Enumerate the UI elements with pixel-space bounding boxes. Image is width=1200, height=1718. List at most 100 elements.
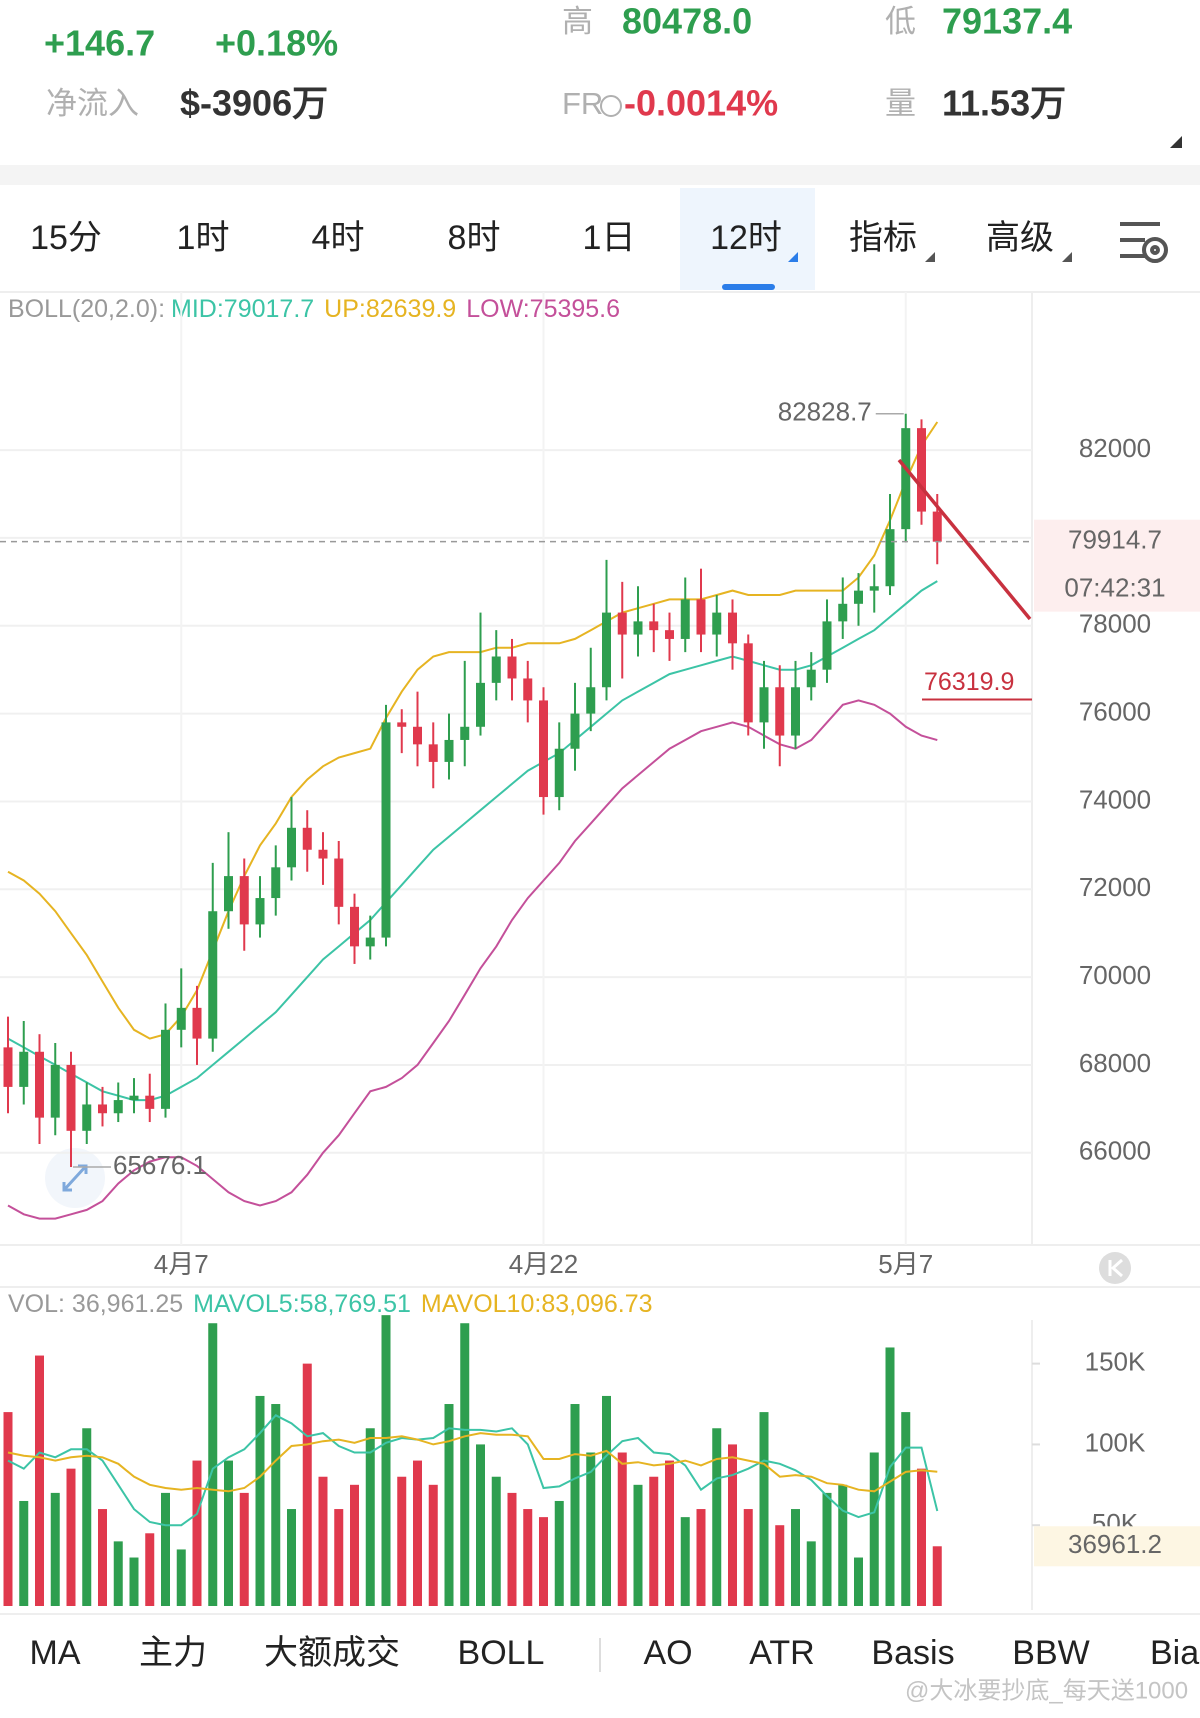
x-tick-label: 5月7 xyxy=(878,1249,933,1279)
candle-body xyxy=(743,643,753,723)
volume-bar xyxy=(302,1363,312,1606)
max-label: 82828.7 xyxy=(778,397,872,427)
candle-body xyxy=(381,722,391,938)
low: 79137.4 xyxy=(942,1,1072,42)
candle-body xyxy=(460,726,470,740)
indicator-tab[interactable]: Basis xyxy=(871,1634,954,1672)
change: +146.7 xyxy=(44,23,155,64)
timeframe-tab[interactable]: 12时 xyxy=(710,219,782,257)
candle-body xyxy=(602,612,611,688)
dropdown-caret xyxy=(788,252,798,262)
volume-bar xyxy=(113,1541,123,1606)
indicator-tab[interactable]: 主力 xyxy=(139,1634,207,1672)
volume-bar xyxy=(917,1468,926,1606)
settings-icon[interactable] xyxy=(1120,222,1168,263)
candle-body xyxy=(476,682,485,727)
volume-bar xyxy=(539,1517,548,1606)
timeframe-tab[interactable]: 高级 xyxy=(986,219,1054,257)
timeframe-tab[interactable]: 15分 xyxy=(30,219,102,257)
indicator-tab[interactable]: BOLL xyxy=(458,1634,545,1672)
candle-body xyxy=(633,621,643,635)
timeframe-tab[interactable]: 4时 xyxy=(312,219,365,257)
candle-body xyxy=(854,590,863,604)
indicator-tab[interactable]: MA xyxy=(30,1634,81,1672)
timeframe-tab[interactable]: 指标 xyxy=(849,219,917,257)
low-label: 低 xyxy=(885,4,916,39)
volume-bar xyxy=(885,1347,895,1606)
candle-body xyxy=(129,1095,139,1101)
candle-body xyxy=(397,722,407,727)
volume-bar xyxy=(869,1452,879,1606)
volume: 11.53万 xyxy=(942,83,1066,124)
scroll-end-icon xyxy=(1108,1258,1123,1278)
tab-selected-bg xyxy=(680,188,815,290)
indicator-tab[interactable]: 大额成交 xyxy=(264,1634,400,1672)
candle-body xyxy=(885,529,895,587)
candle-body xyxy=(19,1051,29,1087)
candle-body xyxy=(696,599,706,635)
high: 80478.0 xyxy=(622,1,752,42)
candle-body xyxy=(822,621,832,670)
legend-up: UP:82639.9 xyxy=(324,295,456,323)
volume-bar xyxy=(428,1484,438,1606)
indicator-tab[interactable]: Bia xyxy=(1150,1634,1199,1672)
volume-bar xyxy=(82,1428,92,1606)
last-volume-bg xyxy=(1034,1526,1200,1567)
candle-body xyxy=(507,656,517,679)
candle-body xyxy=(413,726,422,745)
volume-bar xyxy=(901,1412,911,1606)
volume-bar xyxy=(617,1452,627,1606)
timeframe-tab[interactable]: 1时 xyxy=(177,219,230,257)
timeframe-tab[interactable]: 1日 xyxy=(583,219,636,257)
candle-body xyxy=(428,744,438,762)
volume-bar xyxy=(743,1509,753,1606)
indicator-tab[interactable]: AO xyxy=(643,1634,692,1672)
candle-body xyxy=(192,1007,202,1039)
volume-bar xyxy=(728,1444,737,1606)
candle-body xyxy=(665,630,674,639)
volume-bar xyxy=(397,1476,407,1606)
high-label: 高 xyxy=(562,4,593,39)
volume-bar xyxy=(224,1460,233,1606)
candle-body xyxy=(255,898,265,925)
candle-body xyxy=(145,1095,155,1109)
indicator-tab[interactable]: BBW xyxy=(1012,1634,1089,1672)
volume-bar xyxy=(791,1509,800,1606)
candle-body xyxy=(287,827,296,868)
volume-bar xyxy=(161,1492,170,1606)
y-tick-label: 66000 xyxy=(1079,1136,1151,1166)
candle-body xyxy=(523,678,533,701)
countdown: 07:42:31 xyxy=(1064,573,1165,603)
candle-body xyxy=(901,428,911,530)
volume-bar xyxy=(854,1557,863,1606)
volume-bar xyxy=(98,1509,107,1606)
mavol-line xyxy=(7,1432,938,1493)
y-tick-label: 78000 xyxy=(1079,609,1151,639)
candle-body xyxy=(491,656,501,683)
dropdown-caret xyxy=(925,252,935,262)
volume-bar xyxy=(255,1395,265,1606)
timeframe-tab[interactable]: 8时 xyxy=(448,219,501,257)
candle-body xyxy=(271,867,281,899)
volume-bar xyxy=(491,1476,501,1606)
volume-bar xyxy=(239,1492,249,1606)
candle-body xyxy=(586,687,596,714)
volume-bar xyxy=(318,1476,328,1606)
volume-bar xyxy=(806,1541,816,1606)
expand-corner[interactable] xyxy=(1170,136,1182,148)
volume-bar xyxy=(271,1404,281,1606)
candle-body xyxy=(113,1100,123,1114)
candle-body xyxy=(775,687,785,736)
indicator-tab[interactable]: ATR xyxy=(749,1634,814,1672)
candle-body xyxy=(82,1104,92,1131)
volume-bar xyxy=(208,1323,218,1606)
zoom-icon xyxy=(62,1164,88,1192)
candle-body xyxy=(224,876,233,912)
candle-body xyxy=(712,612,722,635)
help-icon[interactable] xyxy=(600,95,622,117)
y-tick-label: 100K xyxy=(1085,1427,1146,1457)
tab-underline xyxy=(722,284,775,290)
legend-mid: MID:79017.7 xyxy=(171,295,314,323)
boll-params: BOLL(20,2.0): xyxy=(8,295,165,323)
